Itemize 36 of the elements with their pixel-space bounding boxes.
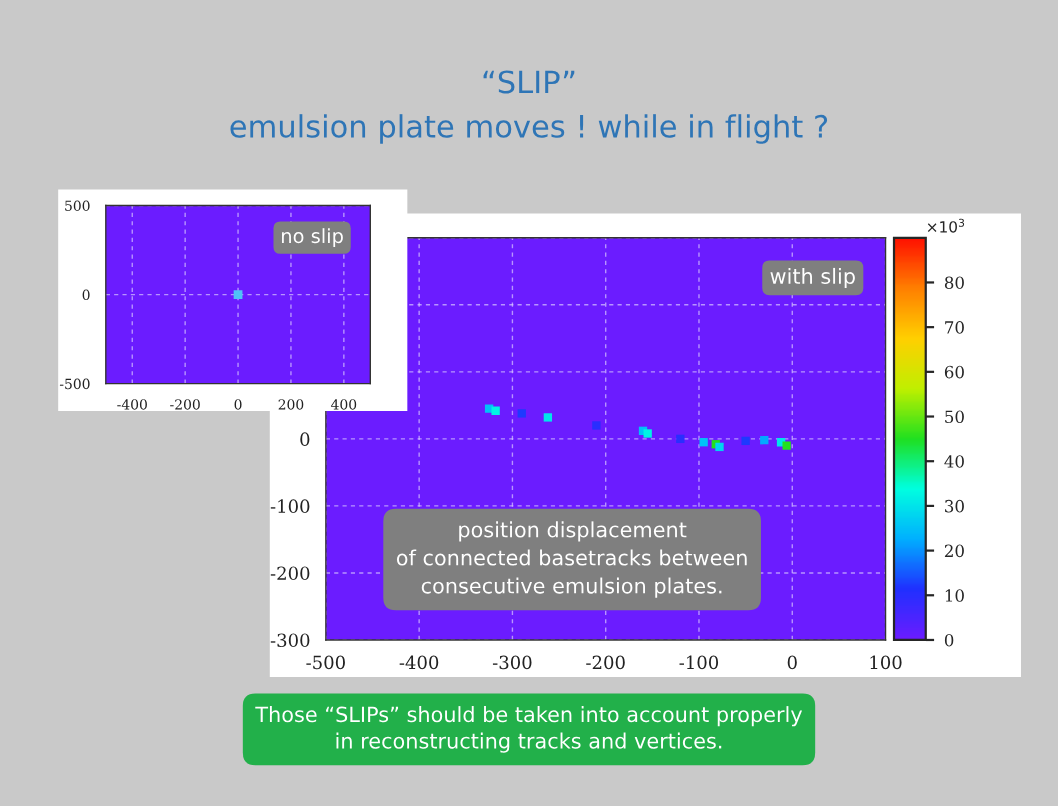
point xyxy=(491,406,500,415)
y-tick-label: -100 xyxy=(270,499,310,514)
color-bar-label: 0 xyxy=(944,633,954,647)
annotation: position displacement of connected basetracks between consecutive emulsion plates. xyxy=(396,521,747,598)
point xyxy=(741,436,750,446)
x-tick-label: 100 xyxy=(870,655,902,670)
point xyxy=(782,441,791,450)
x-tick-label: -200 xyxy=(586,655,625,670)
color-bar-label: 80 xyxy=(944,276,964,290)
text: Those “SLIPs” should be taken into account properly in reconstructing tracks and vertices. xyxy=(255,706,803,753)
y-tick-label: -300 xyxy=(270,633,310,648)
color-bar-label: 10 xyxy=(945,589,964,602)
x-tick-label: -500 xyxy=(306,655,345,670)
y-tick-label: 0 xyxy=(300,432,310,446)
color-bar-label: 70 xyxy=(945,321,964,334)
color-bar-label: 30 xyxy=(945,499,964,513)
x-tick-label: -400 xyxy=(399,655,439,670)
x-tick-label: 0 xyxy=(787,655,797,670)
color-bar-label: 50 xyxy=(945,410,964,424)
color-bar-label: 40 xyxy=(944,455,964,468)
color-bar-label: 60 xyxy=(944,365,964,379)
point xyxy=(699,438,708,447)
chart-title: “SLIP” xyxy=(483,70,575,94)
point xyxy=(517,409,526,418)
point xyxy=(676,434,685,444)
x-tick-label: -100 xyxy=(679,655,719,670)
point xyxy=(760,436,769,445)
annotation: with slip xyxy=(770,267,855,289)
chart-subtitle: emulsion plate moves ! while in flight ? xyxy=(230,114,828,144)
point xyxy=(543,413,553,422)
point xyxy=(643,429,652,438)
x-tick-label: -300 xyxy=(492,655,532,670)
color-bar-label: 20 xyxy=(944,544,964,558)
y-tick-label: -200 xyxy=(270,566,310,581)
annotation: no slip xyxy=(282,228,343,247)
point xyxy=(592,421,601,430)
